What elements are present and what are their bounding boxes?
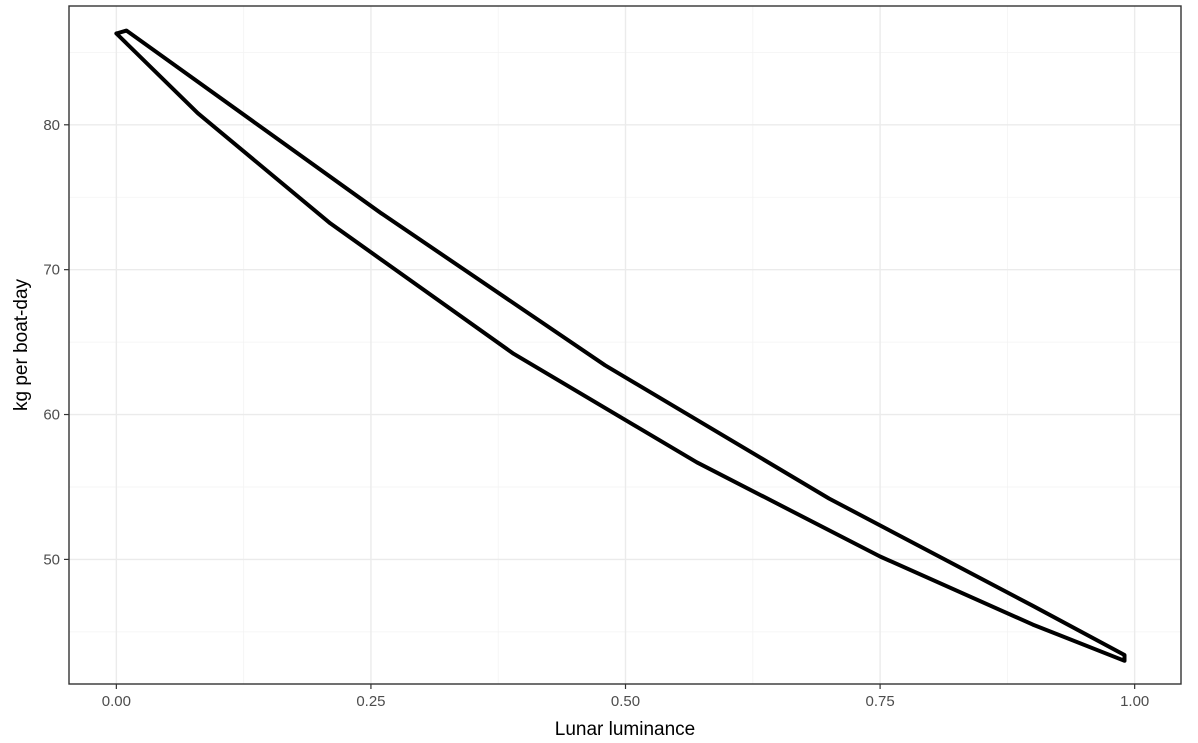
y-tick-label: 50 [43, 551, 60, 568]
series-line [114, 28, 1127, 663]
y-axis-ticks: 50 60 70 80 [43, 117, 69, 568]
major-grid [69, 6, 1181, 684]
x-tick-label: 0.25 [356, 693, 385, 710]
x-tick-label: 0.50 [611, 693, 640, 710]
series-layer [114, 28, 1127, 663]
x-axis-title: Lunar luminance [555, 719, 695, 740]
y-tick-label: 70 [43, 262, 60, 279]
x-tick-label: 0.75 [865, 693, 894, 710]
y-tick-label: 80 [43, 117, 60, 134]
y-tick-label: 60 [43, 407, 60, 424]
x-tick-label: 0.00 [102, 693, 131, 710]
y-axis-title: kg per boat-day [11, 278, 32, 411]
x-tick-label: 1.00 [1120, 693, 1149, 710]
x-axis-ticks: 0.00 0.25 0.50 0.75 1.00 [102, 684, 1149, 710]
